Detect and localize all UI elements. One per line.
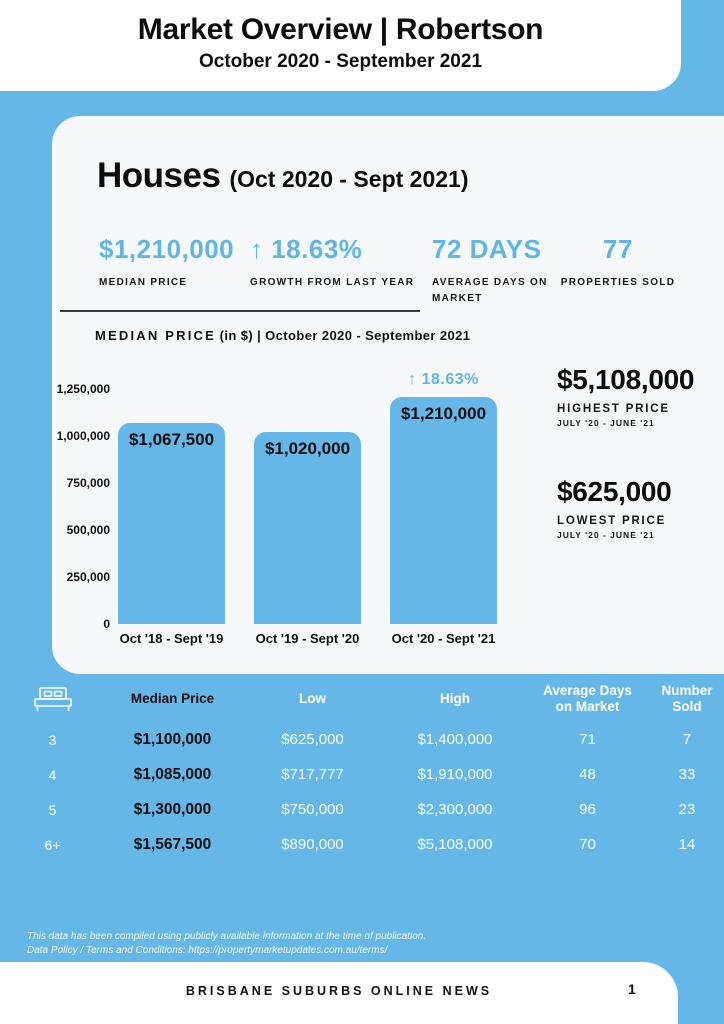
col-header-high: High (385, 676, 525, 722)
y-axis-tick-label: 1,250,000 (56, 382, 110, 396)
page-number: 1 (628, 981, 636, 997)
brand-name: BRISBANE SUBURBS ONLINE NEWS (185, 984, 493, 998)
stat-growth-label: GROWTH FROM LAST YEAR (250, 277, 415, 288)
row-4-sold: 33 (678, 766, 696, 783)
bar-value-label: $1,067,500 (128, 430, 215, 449)
row-6plus-low: $890,000 (281, 836, 344, 853)
stat-median-price: $1,210,000 MEDIAN PRICE (99, 234, 234, 291)
highest-price-period: JULY '20 - JUNE '21 (557, 418, 655, 428)
x-axis-label: Oct '19 - Sept '20 (255, 631, 360, 646)
row-3-beds: 3 (48, 731, 57, 748)
report-subtitle: October 2020 - September 2021 (198, 51, 483, 72)
disclaimer-line-1: This data has been compiled using public… (27, 931, 427, 942)
row-4-low: $717,777 (281, 766, 344, 783)
row-6plus-sold: 14 (678, 836, 696, 853)
houses-card: Houses (Oct 2020 - Sept 2021) $1,210,000 … (52, 116, 724, 674)
row-5-sold: 23 (678, 801, 696, 818)
row-3-low: $625,000 (281, 731, 344, 748)
row-4-median: $1,085,000 (133, 765, 212, 783)
beds-table: Median Price Low High Average Days on Ma… (0, 676, 724, 862)
stat-growth: ↑ 18.63% GROWTH FROM LAST YEAR (250, 234, 414, 291)
houses-heading-period: (Oct 2020 - Sept 2021) (229, 166, 469, 192)
row-3-days: 71 (579, 731, 596, 748)
y-axis-tick-label: 1,000,000 (56, 429, 110, 443)
highest-price-label: HIGHEST PRICE (557, 403, 670, 415)
section-divider (60, 310, 420, 312)
col-header-median-price-text: Median Price (130, 690, 215, 706)
col-header-avg-days: Average Days on Market (525, 676, 650, 722)
stat-median-price-value: $1,210,000 (99, 234, 235, 264)
col-header-high-text: High (440, 690, 470, 706)
stat-days-on-market: 72 DAYS AVERAGE DAYS ON MARKET (432, 234, 562, 306)
lowest-price-block: $625,000 LOWEST PRICE JULY '20 - JUNE '2… (557, 476, 672, 540)
row-5-days: 96 (579, 801, 596, 818)
houses-heading-text: Houses (97, 156, 221, 195)
highest-price-value: $5,108,000 (557, 364, 695, 395)
row-6plus-beds: 6+ (44, 836, 61, 853)
lowest-price-period: JULY '20 - JUNE '21 (557, 530, 655, 540)
stat-days-on-market-label: AVERAGE DAYS ON MARKET (432, 277, 548, 304)
footer-bar: BRISBANE SUBURBS ONLINE NEWS 1 (0, 962, 678, 1024)
row-4-high: $1,910,000 (417, 766, 493, 783)
bar-2: $1,020,000 (254, 432, 361, 624)
chart-title-detail: (in $) | October 2020 - September 2021 (219, 328, 471, 343)
col-header-median-price: Median Price (105, 676, 240, 722)
row-5-low: $750,000 (281, 801, 344, 818)
bar-3: $1,210,000 (390, 397, 497, 624)
stat-properties-sold: 77 PROPERTIES SOLD (557, 234, 679, 291)
lowest-price-value: $625,000 (557, 476, 672, 507)
lowest-price-label: LOWEST PRICE (557, 515, 667, 527)
stat-growth-value: ↑ 18.63% (250, 234, 363, 264)
row-5-beds: 5 (48, 801, 57, 818)
stat-properties-sold-value: 77 (603, 234, 633, 264)
chart-title: MEDIAN PRICE (in $) | October 2020 - Sep… (95, 328, 470, 343)
stat-days-on-market-value: 72 DAYS (432, 234, 542, 264)
y-axis-tick-label: 500,000 (66, 523, 110, 537)
stat-median-price-label: MEDIAN PRICE (99, 277, 188, 288)
bar-1: $1,067,500 (118, 423, 225, 624)
col-header-number-sold: Number Sold (650, 676, 724, 722)
col-header-avg-days-text: Average Days on Market (543, 682, 632, 714)
bed-icon-header (0, 676, 105, 722)
row-4-beds: 4 (48, 766, 57, 783)
y-axis-tick-label: 250,000 (66, 570, 110, 584)
bar-chart: 1,250,000 1,000,000 750,000 500,000 250,000 0… (52, 371, 724, 668)
x-axis-label: Oct '20 - Sept '21 (391, 631, 496, 646)
col-header-low-text: Low (299, 690, 326, 706)
y-axis-tick-label: 0 (103, 617, 110, 631)
x-axis-label: Oct '18 - Sept '19 (119, 631, 224, 646)
stat-properties-sold-label: PROPERTIES SOLD (560, 277, 676, 288)
row-3-median: $1,100,000 (133, 730, 212, 748)
row-5-median: $1,300,000 (133, 800, 212, 818)
row-6plus-high: $5,108,000 (417, 836, 493, 853)
row-5-high: $2,300,000 (417, 801, 493, 818)
bed-icon (33, 686, 72, 711)
report-title: Market Overview | Robertson (137, 13, 544, 46)
row-3-high: $1,400,000 (417, 731, 493, 748)
col-header-low: Low (240, 676, 385, 722)
houses-heading: Houses (Oct 2020 - Sept 2021) (97, 156, 469, 196)
row-3-sold: 7 (682, 731, 692, 748)
row-6plus-median: $1,567,500 (133, 835, 212, 853)
chart-title-main: MEDIAN PRICE (95, 328, 217, 343)
growth-annotation: ↑ 18.63% (408, 371, 479, 388)
col-header-number-sold-text: Number Sold (661, 682, 713, 714)
header-bar: Market Overview | Robertson October 2020… (0, 0, 681, 91)
bar-value-label: $1,210,000 (400, 404, 487, 423)
disclaimer-line-2[interactable]: Data Policy / Terms and Conditions: http… (27, 944, 388, 956)
bar-value-label: $1,020,000 (264, 439, 351, 458)
y-axis-tick-label: 750,000 (66, 476, 110, 490)
disclaimer: This data has been compiled using public… (27, 930, 426, 957)
row-4-days: 48 (579, 766, 596, 783)
row-6plus-days: 70 (579, 836, 596, 853)
highest-price-block: $5,108,000 HIGHEST PRICE JULY '20 - JUNE… (557, 364, 694, 428)
